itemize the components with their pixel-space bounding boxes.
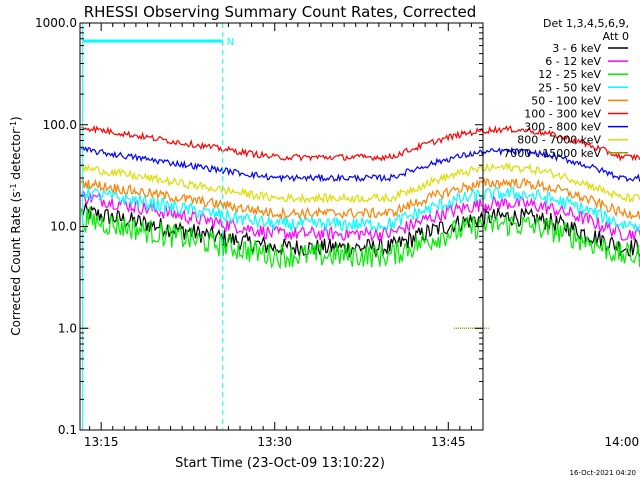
legend-label: 7000 - 15000 keV xyxy=(503,147,601,160)
legend-label: 25 - 50 keV xyxy=(538,81,601,94)
series-line xyxy=(80,161,640,205)
y-tick-label: 1000.0 xyxy=(35,16,77,30)
y-axis-ticks: 1000.0 100.0 10.0 1.0 0.1 xyxy=(35,16,483,437)
x-tick-label: 13:45 xyxy=(431,435,466,449)
legend-header-line-1: Det 1,3,4,5,6,9, xyxy=(543,17,629,30)
legend-label: 6 - 12 keV xyxy=(545,55,601,68)
y-tick-label: 10.0 xyxy=(50,220,77,234)
attenuator-flag: N xyxy=(227,37,234,48)
series-line xyxy=(80,189,640,242)
x-axis-label: Start Time (23-Oct-09 13:10:22) xyxy=(175,456,385,471)
legend-label: 3 - 6 keV xyxy=(552,42,601,55)
y-tick-label: 1.0 xyxy=(58,321,77,335)
legend-label: 100 - 300 keV xyxy=(524,108,601,121)
legend-label: 800 - 7000 keV xyxy=(517,134,601,147)
series-line xyxy=(80,177,640,221)
series-line xyxy=(81,185,640,234)
x-tick-label: 14:00 xyxy=(605,435,640,449)
timestamp: 16-Oct-2021 04:20 xyxy=(570,469,636,477)
chart-title: RHESSI Observing Summary Count Rates, Co… xyxy=(84,3,477,21)
plot-frame xyxy=(79,22,484,431)
y-axis-label: Corrected Count Rate (s-1 detector-1) xyxy=(9,116,24,335)
series-line xyxy=(81,146,640,183)
x-tick-label: 13:30 xyxy=(257,435,292,449)
x-tick-label: 13:15 xyxy=(84,435,119,449)
legend-label: 50 - 100 keV xyxy=(531,94,601,107)
y-tick-label: 100.0 xyxy=(43,118,77,132)
legend-label: 300 - 800 keV xyxy=(524,121,601,134)
series-line xyxy=(80,206,640,270)
legend-header-line-2: Att 0 xyxy=(603,30,629,43)
y-tick-label: 0.1 xyxy=(58,423,77,437)
legend-label: 12 - 25 keV xyxy=(538,68,601,81)
